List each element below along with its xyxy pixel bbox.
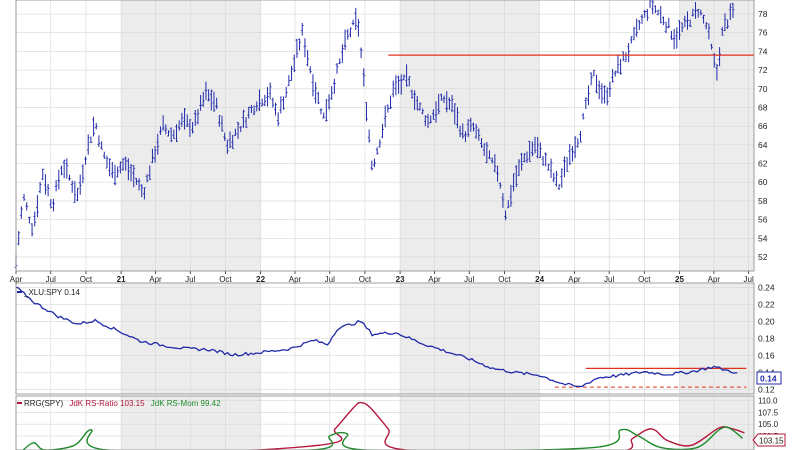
x-tick-label: Apr xyxy=(289,275,302,284)
price-y-tick-label: 54 xyxy=(758,233,768,243)
x-tick-label: Oct xyxy=(638,275,651,284)
price-bars xyxy=(14,0,735,270)
x-tick-label: Apr xyxy=(708,275,721,284)
grid-lines xyxy=(15,0,754,450)
rrg-legend-text: RRG(SPY) JdK RS-Ratio 103.15 JdK RS-Mom … xyxy=(24,399,221,408)
rrg-y-tick-label: 110.0 xyxy=(758,397,778,406)
x-tick-label: 22 xyxy=(256,275,265,284)
xlu-spy-ratio xyxy=(15,286,738,388)
x-tick-label: Jul xyxy=(46,275,56,284)
rrg-legend-mom: JdK RS-Mom 99.42 xyxy=(151,399,221,408)
year-band xyxy=(679,0,754,271)
ratio-y-tick-label: 0.20 xyxy=(758,316,775,326)
ratio-legend: _XLU:SPY 0.14 xyxy=(17,288,80,297)
price-y-tick-label: 66 xyxy=(758,121,768,131)
ratio-y-tick-label: 0.16 xyxy=(758,351,775,361)
x-tick-label: Apr xyxy=(10,275,23,284)
year-band xyxy=(400,0,540,271)
x-tick-label: 23 xyxy=(396,275,405,284)
x-tick-label: Jul xyxy=(464,275,474,284)
x-tick-label: Oct xyxy=(80,275,93,284)
rrg-last-value-badge: 103.15 xyxy=(752,433,786,447)
rs-ratio-line xyxy=(246,401,745,450)
price-y-tick-label: 52 xyxy=(758,252,768,262)
rrg-y-tick-label: 105.0 xyxy=(758,420,779,429)
panel-frames xyxy=(15,0,755,450)
price-y-tick-label: 58 xyxy=(758,196,768,206)
x-tick-label: Oct xyxy=(219,275,232,284)
x-tick-label: Jul xyxy=(604,275,614,284)
x-tick-label: 25 xyxy=(675,275,684,284)
rrg-lines xyxy=(22,401,745,450)
panel-frame xyxy=(15,282,755,395)
ratio-last-value-badge: 0.14 xyxy=(756,371,782,385)
rrg-legend-ratio: JdK RS-Ratio 103.15 xyxy=(69,399,145,408)
x-tick-label: Apr xyxy=(428,275,441,284)
ratio-legend-text: _XLU:SPY 0.14 xyxy=(23,288,80,297)
x-tick-labels: Apr Jul Oct 21 Apr Jul Oct 22 Apr Jul Oct 23 Apr Jul O… xyxy=(10,275,754,284)
ratio-last-value-box xyxy=(756,371,782,385)
panel-frame xyxy=(15,0,755,272)
price-y-tick-label: 62 xyxy=(758,159,768,169)
price-y-tick-labels: 52 54 56 58 60 62 64 66 68 70 72 74 76 78 xyxy=(758,9,768,262)
x-tick-label: Jul xyxy=(185,275,195,284)
panel-frame xyxy=(15,395,755,450)
year-band xyxy=(121,396,261,450)
x-tick-label: Oct xyxy=(498,275,511,284)
x-tick-label: 21 xyxy=(117,275,126,284)
price-y-tick-label: 64 xyxy=(758,140,768,150)
ratio-y-tick-label: 0.12 xyxy=(758,385,775,395)
ratio-y-tick-label: 0.24 xyxy=(758,282,775,292)
xlu-spy-ratio-line xyxy=(15,286,738,388)
price-y-tick-label: 74 xyxy=(758,46,768,56)
ratio-panel-lines xyxy=(554,367,747,388)
x-tick-label: Jul xyxy=(325,275,335,284)
price-y-tick-label: 72 xyxy=(758,65,768,75)
ratio-y-tick-label: 0.22 xyxy=(758,299,775,309)
x-tick-label: Oct xyxy=(359,275,372,284)
x-tick-label: Jul xyxy=(744,275,754,284)
price-y-tick-label: 70 xyxy=(758,84,768,94)
rrg-legend-prefix: RRG(SPY) xyxy=(24,399,63,408)
price-y-tick-label: 68 xyxy=(758,102,768,112)
rrg-y-tick-label: 107.5 xyxy=(758,408,779,417)
x-tick-label: Apr xyxy=(568,275,581,284)
year-band xyxy=(400,396,540,450)
year-band xyxy=(121,0,261,271)
rrg-last-value-box xyxy=(752,433,786,447)
rrg-legend: RRG(SPY) JdK RS-Ratio 103.15 JdK RS-Mom … xyxy=(17,399,221,408)
year-shading xyxy=(121,0,754,450)
price-y-tick-label: 78 xyxy=(758,9,768,19)
ratio-y-tick-label: 0.18 xyxy=(758,334,775,344)
x-tick-label: Apr xyxy=(149,275,162,284)
year-band xyxy=(679,396,754,450)
rs-mom-line xyxy=(22,426,743,450)
price-y-tick-label: 76 xyxy=(758,28,768,38)
x-tick-label: 24 xyxy=(535,275,544,284)
price-y-tick-label: 60 xyxy=(758,177,768,187)
price-y-tick-label: 56 xyxy=(758,215,768,225)
ratio-last-value: 0.14 xyxy=(760,374,777,384)
rrg-last-value: 103.15 xyxy=(759,437,784,446)
